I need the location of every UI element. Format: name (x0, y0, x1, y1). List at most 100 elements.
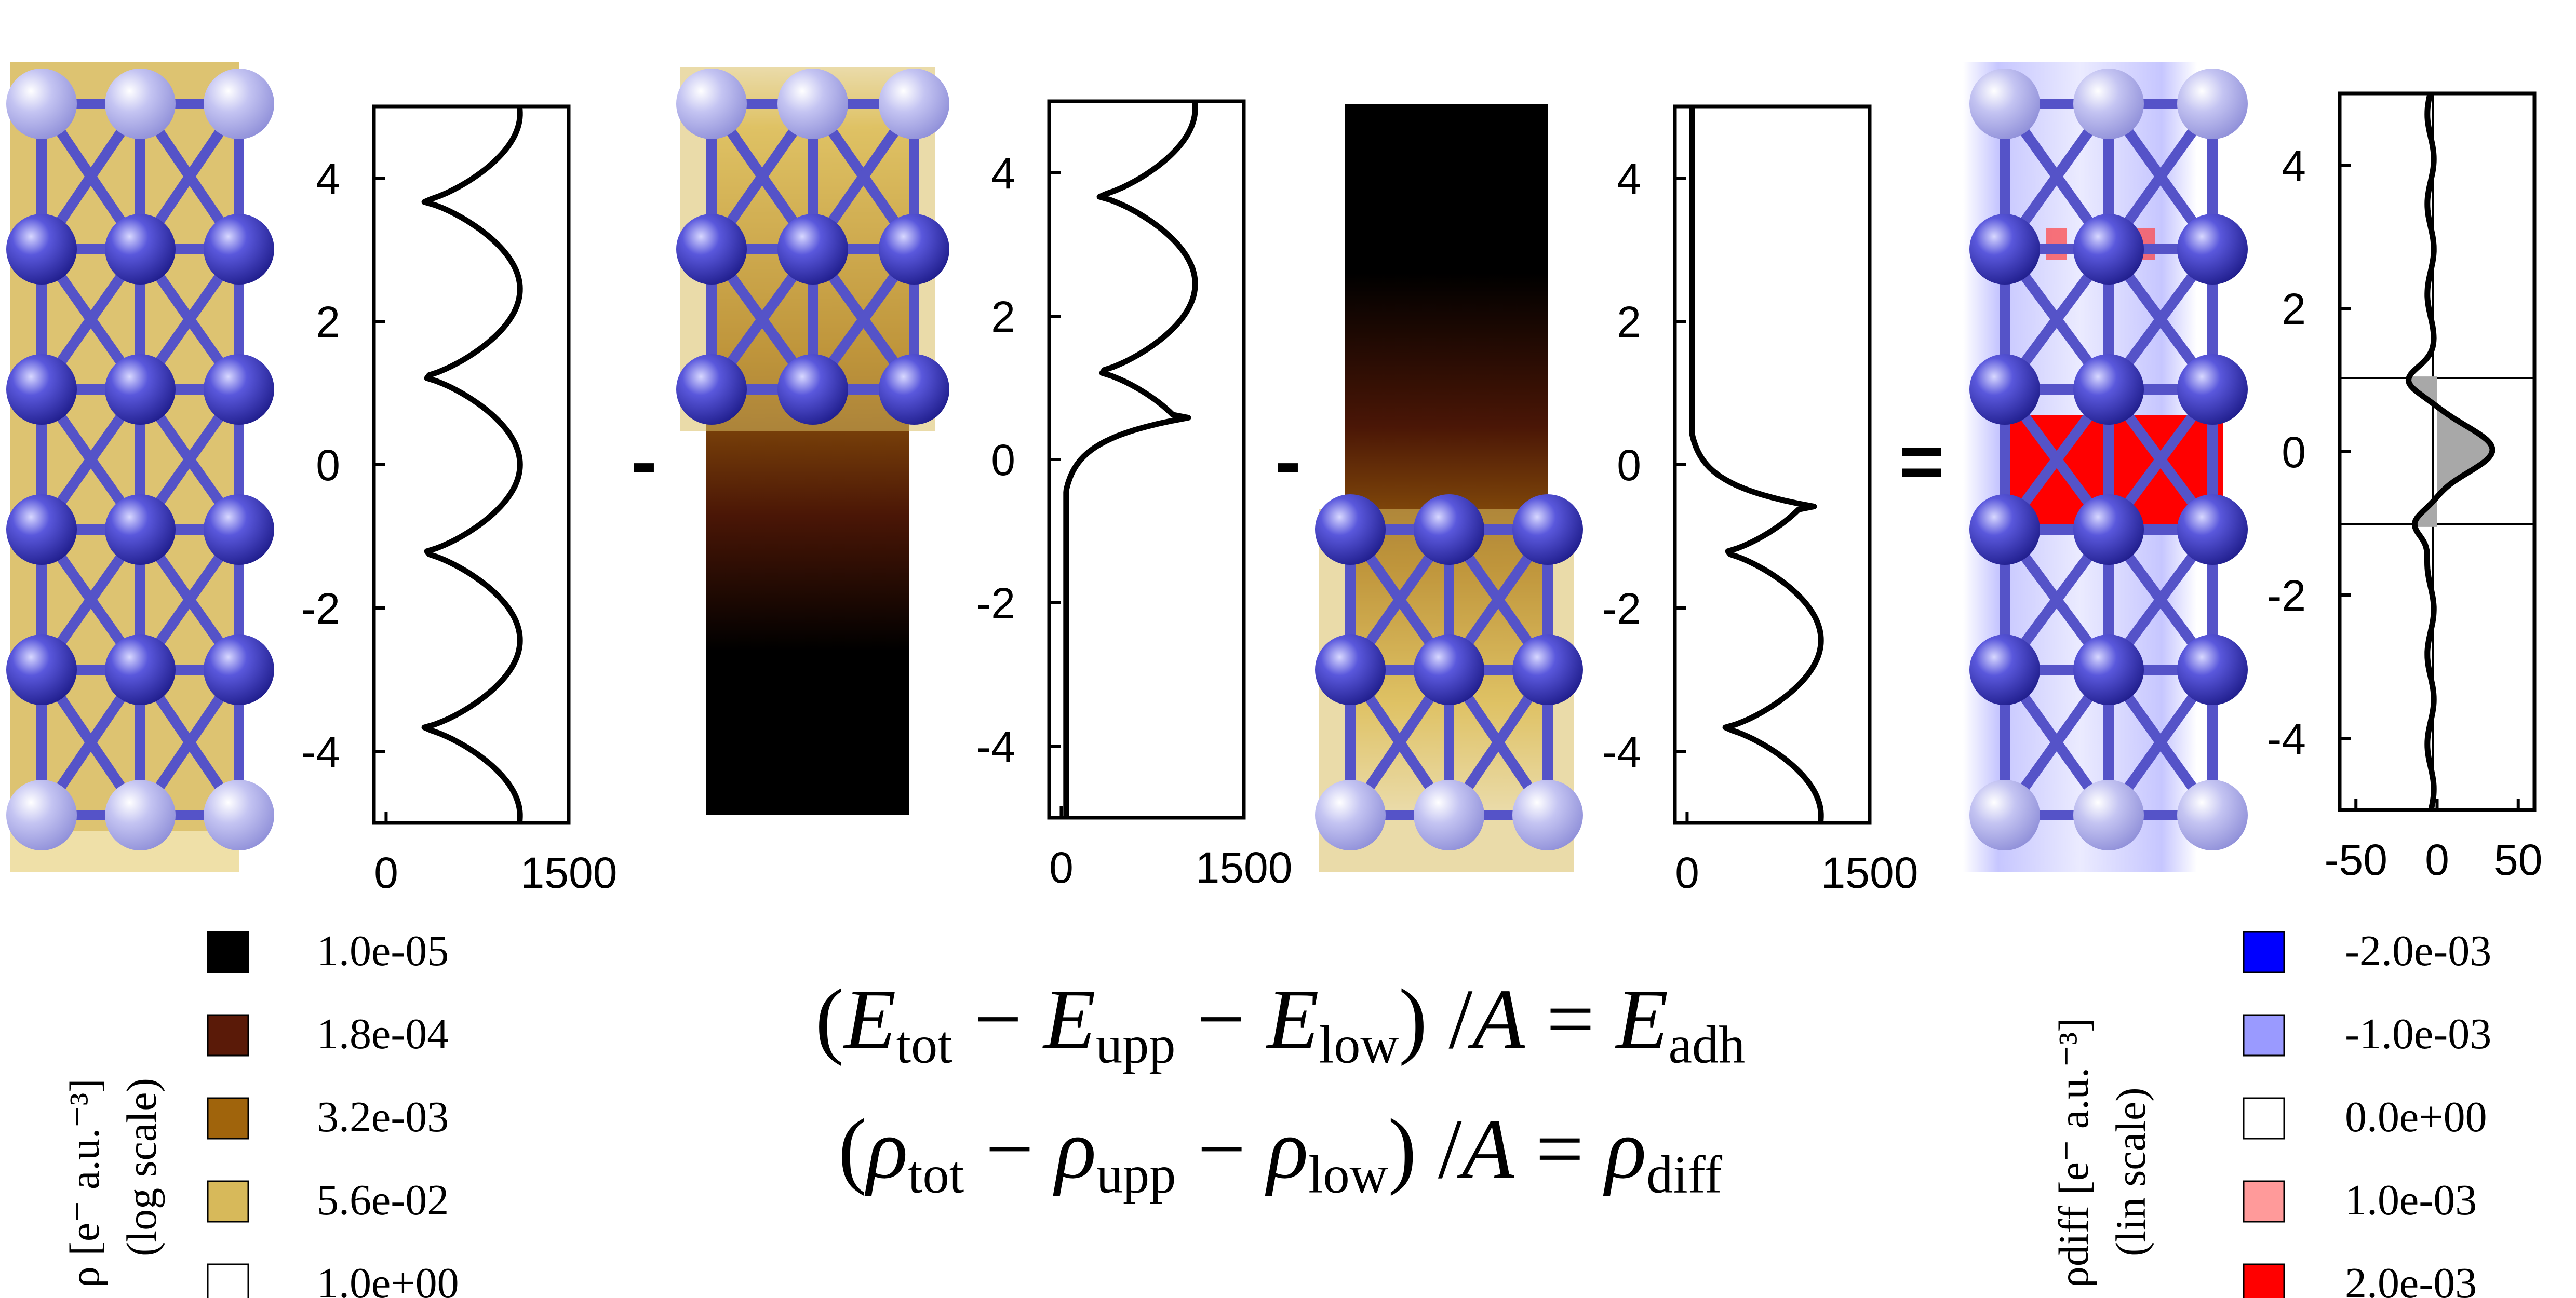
atom (1315, 780, 1386, 850)
atom (676, 214, 747, 285)
x-tick-label: 0 (2425, 835, 2449, 884)
y-tick-label: -2 (1602, 584, 1641, 633)
atom (2177, 494, 2248, 565)
y-tick-label: -4 (1602, 727, 1641, 776)
atom (777, 354, 848, 425)
atom (2073, 69, 2144, 139)
upper-density-slab (676, 67, 949, 815)
y-tick-label: -2 (2267, 571, 2306, 620)
legend-swatch (2243, 1180, 2285, 1223)
legend-swatch (2243, 1263, 2285, 1298)
atom (1414, 494, 1484, 565)
y-tick-label: 4 (316, 154, 340, 203)
difference-slab-atoms (1969, 69, 2248, 850)
total-slab-atoms (6, 69, 274, 850)
adhesion-energy-equation: (Etot − Eupp − Elow) /A = Eadh (815, 971, 1746, 1075)
difference-profile-ticks: 4 2 0 -2 -4 -50 0 50 (2267, 141, 2542, 884)
log-density-legend: ρ [e⁻ a.u.⁻³] (log scale) 1.0e-05 1.8e-04… (61, 927, 459, 1298)
atom (204, 214, 274, 285)
upper-slab-atoms (676, 69, 949, 425)
y-tick-label: 0 (1617, 441, 1641, 490)
legend-label: 1.0e+00 (317, 1259, 459, 1298)
atom (2073, 780, 2144, 850)
atom (1315, 634, 1386, 705)
atom (2177, 634, 2248, 705)
minus-operator-2: - (1275, 417, 1301, 505)
legend-swatch (2243, 1097, 2285, 1140)
atom (2073, 214, 2144, 285)
legend-label: 5.6e-02 (317, 1176, 449, 1224)
atom (6, 354, 77, 425)
atom (777, 214, 848, 285)
legend-label: -2.0e-03 (2345, 927, 2491, 975)
linear-difference-legend: ρdiff [e⁻ a.u.⁻³] (lin scale) -2.0e-03 -1… (2050, 927, 2491, 1298)
upper-profile-curve (1063, 101, 1198, 818)
atom (2073, 354, 2144, 425)
total-profile-ticks: 4 2 0 -2 -4 0 1500 (301, 154, 617, 897)
atom (879, 69, 949, 139)
x-tick-label: 0 (1049, 843, 1074, 892)
y-tick-label: 2 (991, 292, 1015, 341)
lower-density-profile: 4 2 0 -2 -4 0 1500 (1602, 104, 1918, 897)
y-tick-label: -2 (301, 584, 340, 633)
y-tick-label: 4 (991, 149, 1015, 198)
legend-label: 0.0e+00 (2345, 1093, 2487, 1141)
total-profile-frame (372, 104, 571, 825)
atom (105, 634, 176, 705)
y-tick-label: 0 (991, 436, 1015, 484)
atom (1414, 780, 1484, 850)
minus-operator-1: - (631, 417, 657, 505)
x-tick-label: 1500 (520, 848, 618, 897)
legend-label: 3.2e-03 (317, 1093, 449, 1141)
atom (105, 214, 176, 285)
atom (6, 494, 77, 565)
atom (204, 494, 274, 565)
legend-label: 1.0e-03 (2345, 1176, 2477, 1224)
atom (879, 354, 949, 425)
atom (777, 69, 848, 139)
x-tick-label: 0 (374, 848, 398, 897)
legend-swatch (207, 1097, 249, 1140)
y-tick-label: -4 (2267, 714, 2306, 763)
atom (204, 354, 274, 425)
upper-density-profile: 4 2 0 -2 -4 0 1500 (976, 99, 1293, 892)
total-density-profile: 4 2 0 -2 -4 0 1500 (301, 104, 617, 897)
y-tick-label: -2 (976, 579, 1015, 628)
density-difference-equation: (ρtot − ρupp − ρlow) /A = ρdiff (838, 1101, 1723, 1205)
difference-density-slab (1963, 62, 2248, 872)
y-tick-label: 2 (316, 298, 340, 346)
equals-operator: = (1899, 417, 1944, 505)
legend-swatch (207, 931, 249, 974)
x-tick-label: 0 (1675, 848, 1699, 897)
atom (1512, 634, 1583, 705)
atom (204, 780, 274, 850)
atom (105, 780, 176, 850)
lin-legend-title: ρdiff [e⁻ a.u.⁻³] (2050, 1018, 2097, 1288)
atom (204, 634, 274, 705)
x-tick-label: -50 (2325, 835, 2387, 884)
atom (1969, 214, 2040, 285)
atom (204, 69, 274, 139)
atom (676, 69, 747, 139)
legend-label: 1.8e-04 (317, 1010, 449, 1058)
x-tick-label: 1500 (1196, 843, 1293, 892)
atom (2177, 69, 2248, 139)
total-density-slab (6, 62, 274, 872)
legend-swatch (207, 1263, 249, 1298)
atom (2177, 780, 2248, 850)
atom (1512, 780, 1583, 850)
atom (2073, 634, 2144, 705)
y-tick-label: -4 (301, 727, 340, 776)
y-tick-label: 0 (316, 441, 340, 490)
atom (105, 69, 176, 139)
atom (1969, 780, 2040, 850)
atom (1969, 494, 2040, 565)
atom (105, 494, 176, 565)
x-tick-label: 1500 (1821, 848, 1918, 897)
atom (2073, 494, 2144, 565)
total-profile-curve (421, 106, 523, 823)
atom (105, 354, 176, 425)
atom (1315, 494, 1386, 565)
atom (676, 354, 747, 425)
